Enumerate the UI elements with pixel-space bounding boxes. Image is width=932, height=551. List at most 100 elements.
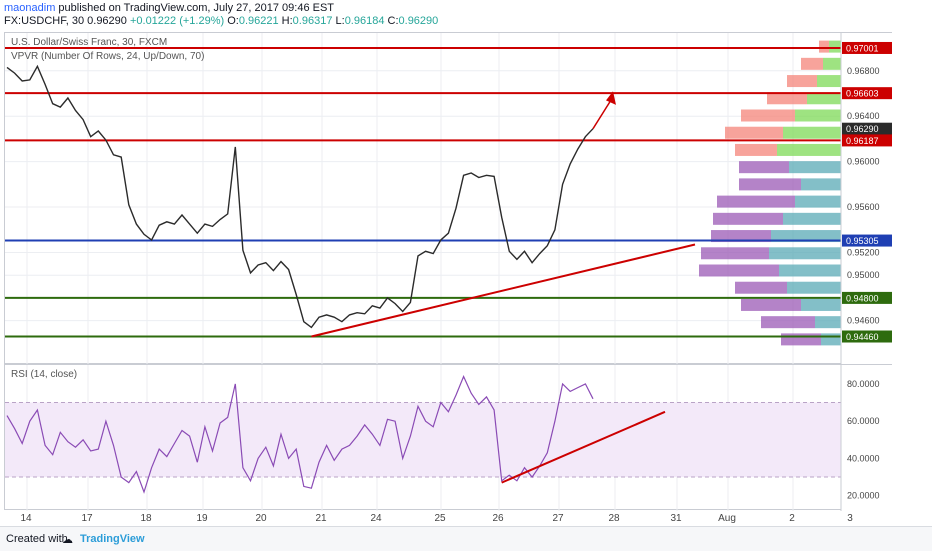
rsi-chart-svg[interactable]: 80.0000 60.0000 40.0000 20.0000 <box>5 365 893 511</box>
open-value: 0.96221 <box>238 15 279 27</box>
created-with-label: Created with <box>6 533 68 545</box>
symbol-name: FX:USDCHF, 30 <box>4 15 85 27</box>
time-tick-label: 25 <box>434 513 446 524</box>
volume-profile-down-bar <box>699 264 779 277</box>
low-value: 0.96184 <box>344 15 385 27</box>
time-tick-label: 27 <box>552 513 564 524</box>
price-series-line <box>6 64 594 329</box>
volume-profile-down-bar <box>787 75 817 88</box>
volume-profile-up-bar <box>789 161 841 174</box>
time-tick-label: 2 <box>789 513 795 524</box>
volume-profile-up-bar <box>821 333 841 346</box>
time-tick-label: 19 <box>196 513 208 524</box>
time-tick-label: 3 <box>847 513 853 524</box>
price-label-box <box>842 87 892 100</box>
price-label-box <box>842 234 892 247</box>
volume-profile-down-bar <box>701 247 769 260</box>
price-tick-label: 0.96400 <box>847 111 880 121</box>
time-tick-label: 14 <box>20 513 32 524</box>
last-price: 0.96290 <box>87 15 127 27</box>
time-tick-label: 24 <box>370 513 382 524</box>
volume-profile-down-bar <box>741 109 795 122</box>
price-label-text: 0.95305 <box>846 236 879 246</box>
volume-profile-up-bar <box>783 212 841 225</box>
close-value: 0.96290 <box>398 15 439 27</box>
price-chart-svg[interactable]: 0.96800 0.96400 0.96000 0.95600 0.95200 0.950… <box>5 33 893 365</box>
volume-profile-up-bar <box>771 230 841 243</box>
time-tick-label: Aug <box>718 513 736 524</box>
volume-profile-down-bar <box>735 143 777 156</box>
time-tick-label: 21 <box>315 513 327 524</box>
volume-profile-down-bar <box>735 281 787 294</box>
time-tick-label: 28 <box>608 513 620 524</box>
volume-profile-down-bar <box>819 40 829 53</box>
price-label-text: 0.96187 <box>846 136 879 146</box>
volume-profile-down-bar <box>739 161 789 174</box>
volume-profile-down-bar <box>741 298 801 311</box>
volume-profile-up-bar <box>795 195 841 208</box>
volume-profile-down-bar <box>801 57 823 70</box>
volume-profile-up-bar <box>769 247 841 260</box>
publish-info: published on TradingView.com, July 27, 2… <box>58 2 335 14</box>
volume-profile-down-bar <box>725 126 783 139</box>
price-tick-label: 0.95600 <box>847 202 880 212</box>
price-label-text: 0.94460 <box>846 332 879 342</box>
volume-profile-up-bar <box>779 264 841 277</box>
rsi-tick-label: 60.0000 <box>847 416 880 426</box>
rsi-series-line <box>6 374 594 494</box>
time-tick-label: 20 <box>255 513 267 524</box>
rsi-panel[interactable]: 80.0000 60.0000 40.0000 20.0000 RSI (14, cl… <box>4 364 893 511</box>
rsi-tick-label: 80.0000 <box>847 379 880 389</box>
footer-bar: Created with ☁ TradingView <box>0 526 932 551</box>
volume-profile-up-bar <box>801 298 841 311</box>
close-label: C: <box>387 15 399 27</box>
time-tick-label: 17 <box>81 513 93 524</box>
low-label: L: <box>335 15 345 27</box>
symbol-header: FX:USDCHF, 30 0.96290 +0.01222 (+1.29%) … <box>4 15 438 27</box>
high-value: 0.96317 <box>292 15 333 27</box>
price-tick-label: 0.95000 <box>847 270 880 280</box>
vpvr-legend: VPVR (Number Of Rows, 24, Up/Down, 70) <box>11 51 205 62</box>
price-label-box <box>842 291 892 304</box>
price-label-text: 0.94800 <box>846 293 879 303</box>
target-arrow-line <box>592 96 614 130</box>
volume-profile-up-bar <box>795 109 841 122</box>
price-tick-label: 0.96000 <box>847 157 880 167</box>
price-tick-label: 0.94600 <box>847 316 880 326</box>
price-chart-panel[interactable]: 0.96800 0.96400 0.96000 0.95600 0.95200 0.950… <box>4 32 893 365</box>
price-label-text: 0.96603 <box>846 89 879 99</box>
open-label: O: <box>227 15 239 27</box>
time-tick-label: 31 <box>670 513 682 524</box>
volume-profile-up-bar <box>777 143 841 156</box>
price-label-box <box>842 41 892 54</box>
tradingview-brand[interactable]: TradingView <box>80 533 145 545</box>
volume-profile-down-bar <box>761 316 815 329</box>
rsi-tick-label: 40.0000 <box>847 453 880 463</box>
rsi-tick-label: 20.0000 <box>847 491 880 501</box>
price-tick-label: 0.96800 <box>847 66 880 76</box>
volume-profile-down-bar <box>717 195 795 208</box>
price-label-text: 0.96290 <box>846 124 879 134</box>
volume-profile-up-bar <box>815 316 841 329</box>
cloud-icon: ☁ <box>62 534 73 546</box>
volume-profile-up-bar <box>801 178 841 191</box>
volume-profile-down-bar <box>781 333 821 346</box>
volume-profile-up-bar <box>829 40 841 53</box>
high-label: H: <box>281 15 293 27</box>
price-change: +0.01222 (+1.29%) <box>129 15 225 27</box>
volume-profile-up-bar <box>787 281 841 294</box>
price-label-box <box>842 330 892 343</box>
volume-profile-up-bar <box>783 126 841 139</box>
rsi-band-fill <box>5 402 841 478</box>
volume-profile-up-bar <box>817 75 841 88</box>
author-name[interactable]: maonadim <box>4 2 56 14</box>
target-arrow-head <box>606 91 616 105</box>
price-label-box <box>842 134 892 147</box>
volume-profile-down-bar <box>711 230 771 243</box>
time-tick-label: 18 <box>140 513 152 524</box>
price-label-text: 0.97001 <box>846 43 879 53</box>
volume-profile-up-bar <box>807 92 841 105</box>
volume-profile-down-bar <box>739 178 801 191</box>
price-label-box <box>842 122 892 135</box>
price-tick-label: 0.95200 <box>847 247 880 257</box>
